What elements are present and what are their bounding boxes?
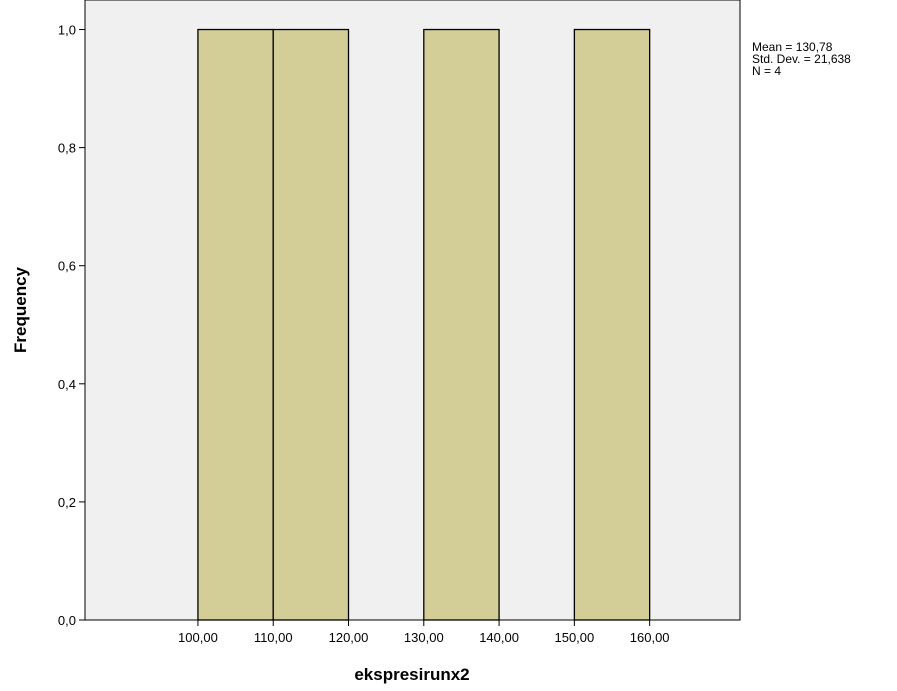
stats-mean: Mean = 130,78 [752,40,833,54]
x-axis-title: ekspresirunx2 [354,665,469,684]
x-tick-label-0: 100,00 [178,630,218,645]
y-tick-label-5: 1,0 [58,23,76,38]
bars-group [197,28,651,621]
x-axis: 100,00 110,00 120,00 130,00 140,00 150,00 160,… [178,620,670,645]
x-tick-label-3: 130,00 [404,630,444,645]
x-tick-label-2: 120,00 [329,630,369,645]
histogram-bar-3 [573,28,651,621]
y-tick-label-1: 0,2 [58,495,76,510]
y-tick-label-0: 0,0 [58,613,76,628]
histogram-bar-2 [423,28,500,621]
histogram-bar-0 [197,28,274,621]
x-tick-label-1: 110,00 [254,630,293,645]
y-axis: 0,0 0,2 0,4 0,6 0,8 1,0 [58,23,85,628]
y-axis-title: Frequency [11,266,30,353]
stats-std-dev: Std. Dev. = 21,638 [752,52,851,66]
x-tick-label-6: 160,00 [630,630,670,645]
x-tick-label-4: 140,00 [479,630,519,645]
y-tick-label-2: 0,4 [58,377,76,392]
histogram-bar-1 [272,28,350,621]
stats-n: N = 4 [752,64,781,78]
stats-legend: Mean = 130,78 Std. Dev. = 21,638 N = 4 [752,40,851,78]
y-tick-label-3: 0,6 [58,259,76,274]
y-tick-label-4: 0,8 [58,141,76,156]
x-tick-label-5: 150,00 [554,630,594,645]
